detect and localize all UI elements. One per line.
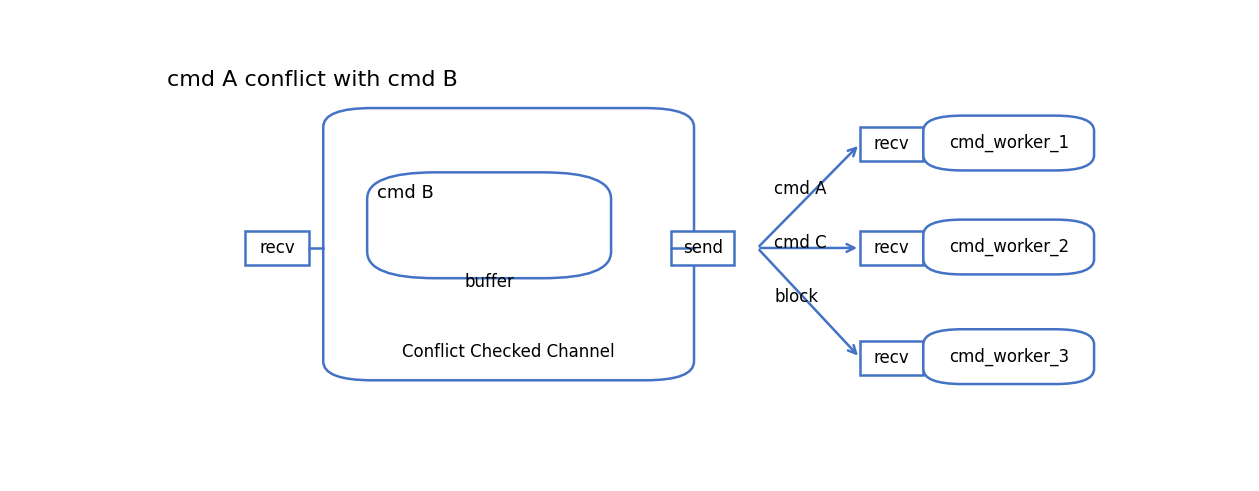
Text: buffer: buffer [465,273,514,291]
FancyBboxPatch shape [860,341,923,375]
FancyBboxPatch shape [860,127,923,161]
Text: recv: recv [874,239,909,257]
FancyBboxPatch shape [246,231,308,265]
Text: block: block [774,288,818,306]
Text: recv: recv [259,239,295,257]
Text: send: send [682,239,723,257]
Text: cmd B: cmd B [376,184,433,202]
Text: cmd A: cmd A [774,180,826,198]
Text: cmd_worker_3: cmd_worker_3 [949,347,1069,366]
FancyBboxPatch shape [923,219,1094,274]
Text: cmd_worker_2: cmd_worker_2 [949,238,1069,256]
Text: cmd C: cmd C [774,234,827,252]
FancyBboxPatch shape [860,231,923,265]
FancyBboxPatch shape [671,231,734,265]
FancyBboxPatch shape [324,108,694,381]
Text: Conflict Checked Channel: Conflict Checked Channel [403,343,614,361]
Text: cmd_worker_1: cmd_worker_1 [949,134,1069,152]
FancyBboxPatch shape [923,329,1094,384]
Text: cmd A conflict with cmd B: cmd A conflict with cmd B [167,70,458,90]
Text: recv: recv [874,135,909,153]
Text: recv: recv [874,349,909,367]
FancyBboxPatch shape [923,116,1094,170]
FancyBboxPatch shape [368,172,611,278]
